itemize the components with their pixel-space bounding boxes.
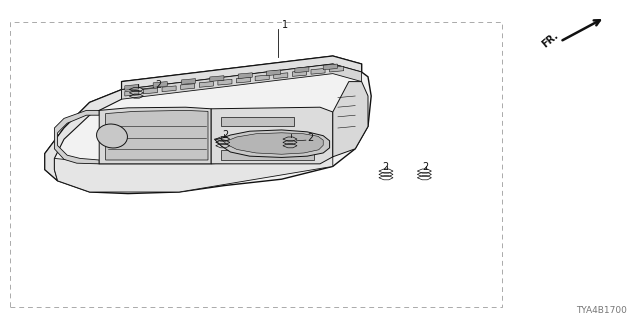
Text: FR.: FR. [540, 30, 560, 49]
Polygon shape [311, 68, 325, 74]
Polygon shape [122, 56, 362, 90]
Polygon shape [180, 84, 195, 90]
Polygon shape [292, 71, 307, 76]
Text: 2: 2 [223, 130, 229, 140]
Polygon shape [295, 67, 309, 73]
Polygon shape [99, 107, 211, 164]
Polygon shape [211, 107, 333, 164]
Polygon shape [214, 130, 330, 157]
Text: 2: 2 [383, 162, 389, 172]
Ellipse shape [97, 124, 127, 148]
Polygon shape [323, 64, 337, 70]
Polygon shape [238, 73, 252, 78]
Polygon shape [106, 110, 208, 160]
Polygon shape [143, 88, 157, 94]
Polygon shape [153, 82, 167, 87]
Bar [10, 22, 502, 307]
Polygon shape [125, 90, 139, 96]
Polygon shape [54, 110, 99, 164]
Polygon shape [274, 73, 288, 78]
Text: TYA4B1700: TYA4B1700 [577, 306, 627, 315]
Text: 2: 2 [155, 80, 161, 90]
Text: 1: 1 [282, 20, 288, 30]
Polygon shape [210, 76, 224, 82]
Text: 2: 2 [422, 162, 429, 172]
Polygon shape [237, 77, 251, 83]
Polygon shape [221, 133, 323, 154]
Polygon shape [221, 136, 307, 146]
Polygon shape [218, 79, 232, 85]
Text: 2: 2 [307, 133, 314, 143]
Polygon shape [45, 56, 371, 194]
Polygon shape [122, 64, 362, 99]
Polygon shape [255, 75, 269, 81]
Polygon shape [221, 117, 294, 126]
Polygon shape [162, 86, 176, 92]
Polygon shape [333, 82, 368, 157]
Polygon shape [330, 66, 344, 72]
Polygon shape [199, 82, 213, 87]
Polygon shape [54, 157, 333, 192]
Polygon shape [125, 84, 139, 90]
Polygon shape [266, 70, 280, 76]
Polygon shape [221, 150, 314, 160]
Polygon shape [182, 79, 196, 84]
Polygon shape [45, 90, 122, 181]
